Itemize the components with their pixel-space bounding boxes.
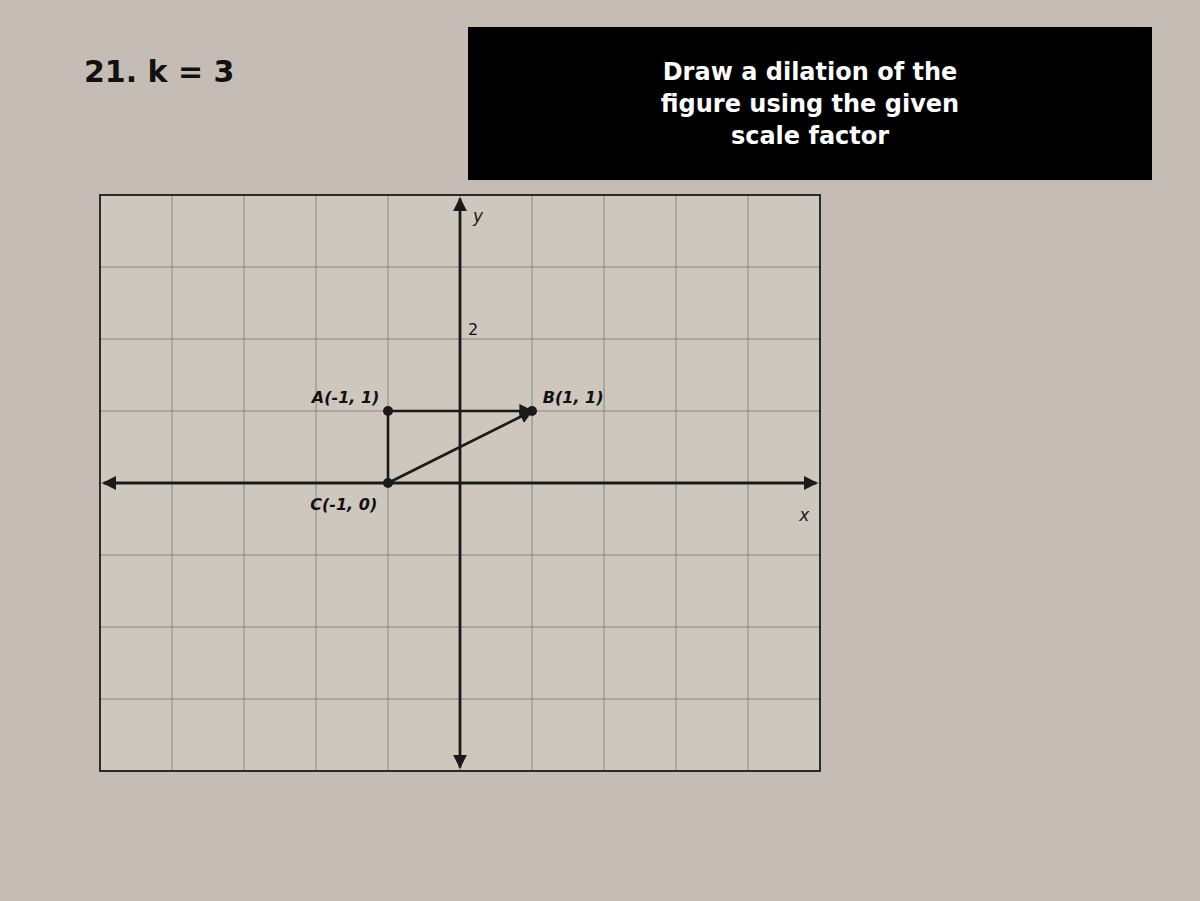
instruction-line: figure using the given (661, 90, 959, 118)
plot-frame (100, 195, 820, 771)
point-label: C(-1, 0) (310, 495, 377, 514)
y-axis-label: y (472, 206, 484, 226)
instruction-line: scale factor (731, 122, 889, 150)
instruction-text: Draw a dilation of the figure using the g… (661, 58, 959, 150)
grid-line-x (460, 195, 461, 771)
instruction-box (468, 27, 1152, 180)
point-label: A(-1, 1) (310, 388, 380, 407)
x-axis-label: x (798, 505, 810, 525)
chart: 21. k = 3 Draw a dilation of the figure us… (0, 0, 1200, 901)
y-axis (459, 199, 462, 768)
instruction-line: Draw a dilation of the (663, 58, 958, 86)
plot-background (100, 195, 820, 771)
triangle-edge (387, 411, 390, 483)
grid (100, 195, 820, 771)
point-label: B(1, 1) (543, 388, 604, 407)
vertex (383, 406, 393, 416)
triangle-edge (388, 411, 532, 483)
vertex (527, 406, 537, 416)
marks (383, 406, 537, 488)
axes (104, 199, 817, 768)
grid-line-y (100, 411, 820, 412)
vertex (383, 478, 393, 488)
triangle-edge (388, 410, 532, 413)
title: 21. k = 3 (84, 54, 234, 89)
y-tick-label: 2 (468, 320, 478, 339)
